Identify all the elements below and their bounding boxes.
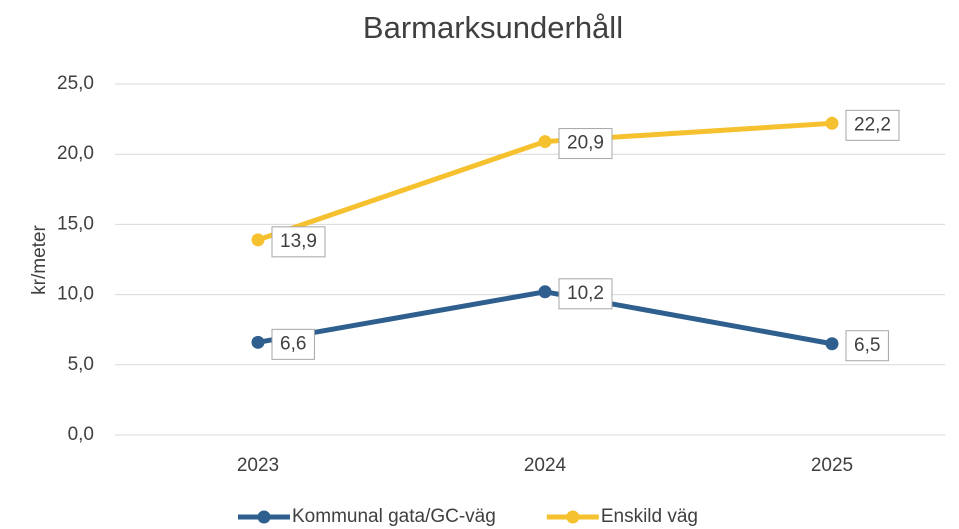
data-label-box (845, 109, 900, 141)
data-label-text: 10,2 (567, 283, 604, 304)
data-point (251, 335, 265, 349)
legend-label: Kommunal gata/GC-väg (292, 506, 496, 527)
data-label-box (845, 330, 889, 362)
data-label: 6,6 (271, 328, 315, 360)
data-label-box (271, 328, 315, 360)
y-tick-label: 20,0 (57, 143, 94, 164)
data-label: 20,9 (558, 128, 613, 160)
data-label: 13,9 (271, 226, 326, 258)
data-label-text: 6,5 (854, 335, 880, 356)
data-label-box (271, 226, 326, 258)
legend-marker (566, 510, 580, 524)
data-label: 22,2 (845, 109, 900, 141)
chart-title: Barmarksunderhåll (363, 10, 623, 45)
data-label-box (558, 278, 613, 310)
y-axis-label: kr/meter (29, 224, 50, 294)
data-point (251, 233, 265, 247)
data-label-text: 13,9 (280, 231, 317, 252)
data-point (538, 135, 552, 149)
series-line (257, 289, 833, 347)
legend-label: Enskild väg (601, 506, 698, 527)
data-label-text: 20,9 (567, 133, 604, 154)
legend-marker (257, 510, 271, 524)
data-label: 6,5 (845, 330, 889, 362)
data-point (825, 116, 839, 130)
x-tick-label: 2024 (524, 455, 567, 476)
data-point (825, 337, 839, 351)
y-tick-label: 15,0 (57, 213, 94, 234)
data-label-text: 6,6 (280, 333, 306, 354)
y-tick-label: 25,0 (57, 73, 94, 94)
data-label-box (558, 128, 613, 160)
data-point (538, 285, 552, 299)
y-tick-label: 10,0 (57, 284, 94, 305)
data-label: 10,2 (558, 278, 613, 310)
y-tick-label: 0,0 (68, 424, 94, 445)
data-label-text: 22,2 (854, 114, 891, 135)
y-tick-label: 5,0 (68, 354, 94, 375)
x-tick-label: 2023 (237, 455, 279, 476)
x-tick-label: 2025 (811, 455, 853, 476)
